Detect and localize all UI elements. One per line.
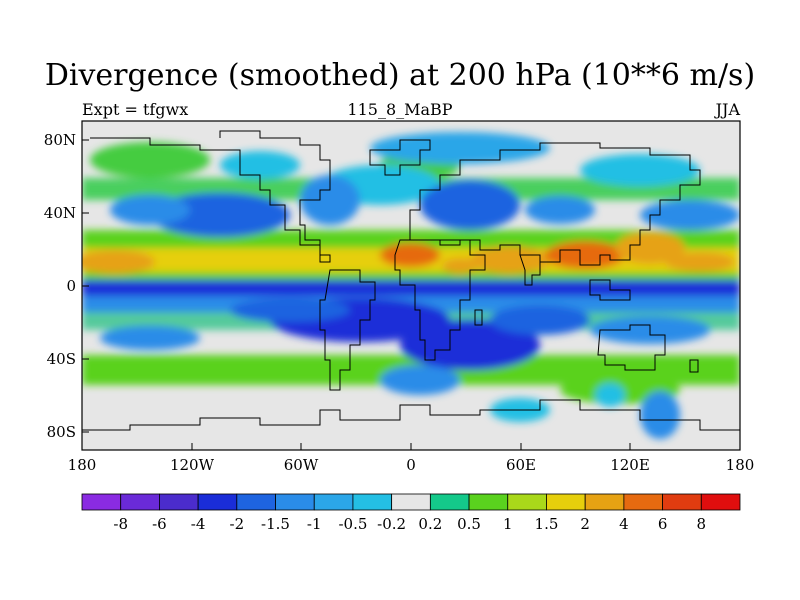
colorbar-swatch (236, 493, 276, 511)
colorbar-swatch (700, 493, 741, 511)
colorbar-label: 0.2 (418, 515, 442, 533)
colorbar-swatch (584, 493, 625, 511)
x-tick-label: 60E (506, 456, 536, 474)
colorbar-label: -2 (230, 515, 245, 533)
figure-title: Divergence (smoothed) at 200 hPa (10**6 … (44, 58, 756, 93)
coastlines (82, 130, 740, 431)
season-label: JJA (715, 100, 740, 119)
colorbar-label: -6 (152, 515, 167, 533)
colorbar-swatch (662, 493, 702, 511)
colorbar-swatch (468, 493, 509, 511)
y-tick-label: 40S (47, 350, 76, 368)
y-tick-label: 40N (44, 204, 76, 222)
colorbar-label: -0.5 (338, 515, 367, 533)
colorbar-label: 0.5 (457, 515, 481, 533)
colorbar-label: 2 (580, 515, 590, 533)
x-axis-labels: 180 120W 60W 0 60E 120E 180 (68, 456, 755, 474)
colorbar-label: 1 (503, 515, 513, 533)
axis-ticks (81, 139, 741, 450)
x-tick-label: 180 (726, 456, 755, 474)
colorbar-label: 8 (697, 515, 707, 533)
colorbar-swatch (197, 493, 238, 511)
colorbar-swatch (313, 493, 354, 511)
colorbar (81, 493, 741, 511)
x-tick-label: 120W (170, 456, 215, 474)
colorbar-label: 6 (658, 515, 668, 533)
x-tick-label: 120E (610, 456, 650, 474)
period-label: 115_8_MaBP (347, 100, 453, 119)
colorbar-label: -8 (113, 515, 128, 533)
colorbar-swatch (352, 493, 393, 511)
y-tick-label: 0 (66, 277, 76, 295)
colorbar-swatch (120, 493, 160, 511)
x-tick-label: 60W (284, 456, 319, 474)
colorbar-swatch (275, 493, 315, 511)
colorbar-swatch (623, 493, 663, 511)
colorbar-labels: -8 -6 -4 -2 -1.5 -1 -0.5 -0.2 0.2 0.5 1 1.5 2 4 6 8 (113, 515, 706, 533)
y-axis-labels: 80N 40N 0 40S 80S (44, 131, 76, 441)
colorbar-label: -0.2 (377, 515, 406, 533)
divergence-field (82, 132, 740, 439)
colorbar-label: 4 (619, 515, 629, 533)
colorbar-swatch (429, 493, 470, 511)
colorbar-swatch (159, 493, 199, 511)
x-tick-label: 180 (68, 456, 97, 474)
colorbar-label: -4 (191, 515, 206, 533)
colorbar-label: -1 (307, 515, 322, 533)
y-tick-label: 80S (47, 423, 76, 441)
x-tick-label: 0 (406, 456, 416, 474)
y-tick-label: 80N (44, 131, 76, 149)
colorbar-label: 1.5 (535, 515, 559, 533)
experiment-label: Expt = tfgwx (82, 100, 189, 119)
colorbar-swatch (507, 493, 547, 511)
colorbar-swatch (546, 493, 586, 511)
colorbar-label: -1.5 (261, 515, 290, 533)
colorbar-swatch (391, 493, 431, 511)
colorbar-swatch (81, 493, 122, 511)
